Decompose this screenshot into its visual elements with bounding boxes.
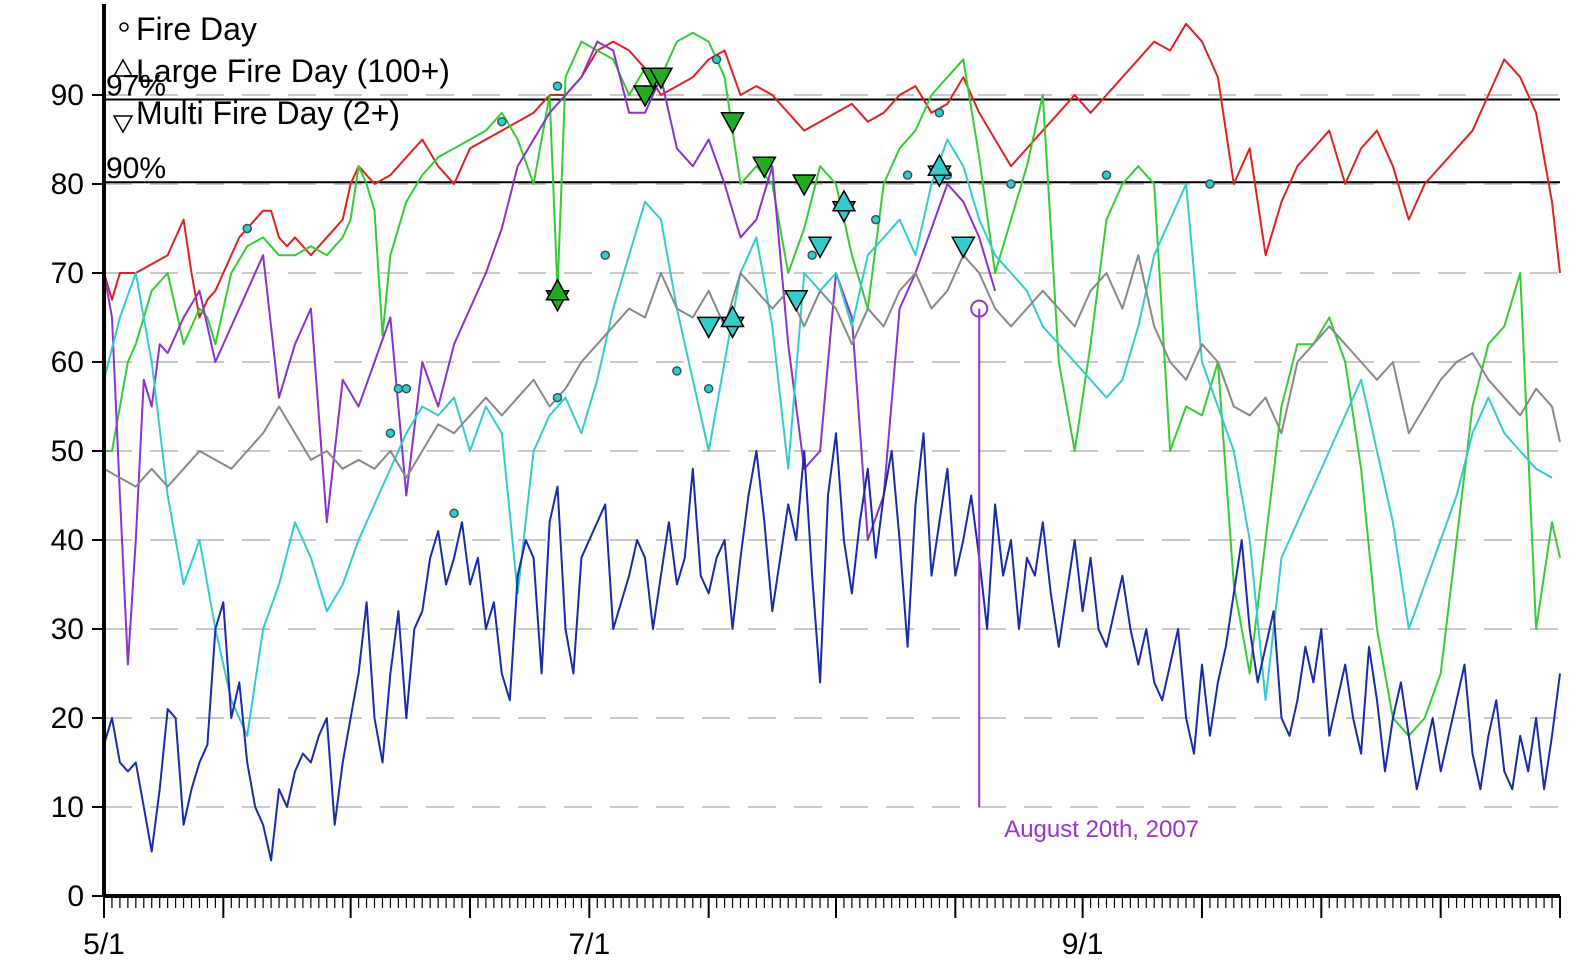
legend-multi-fire-icon	[112, 115, 134, 134]
fire-day-marker	[902, 170, 913, 180]
series-line-3	[103, 138, 1553, 737]
fire-day-marker	[871, 214, 881, 225]
multi-fire-day-marker	[648, 67, 674, 90]
series-line-4	[103, 254, 1561, 488]
fire-day-marker	[552, 81, 563, 91]
y-tick-label: 80	[51, 168, 84, 201]
series-line-1	[104, 31, 1561, 737]
y-tick-label: 20	[51, 702, 84, 735]
annotation-label: August 20th, 2007	[1004, 816, 1199, 843]
fire-day-marker	[393, 383, 404, 394]
multi-fire-day-marker	[951, 236, 976, 259]
y-tick-label: 40	[51, 524, 84, 557]
fire-day-marker	[711, 54, 722, 65]
fire-day-marker	[672, 366, 682, 376]
multi-fire-day-marker	[720, 111, 745, 135]
large-fire-day-marker	[545, 278, 570, 301]
reference-lines: 97% 90%	[104, 69, 1560, 185]
multi-fire-day-marker	[807, 236, 833, 259]
fire-day-marker	[552, 392, 563, 403]
multi-fire-day-marker	[791, 174, 817, 197]
series-line-0	[103, 22, 1561, 319]
legend-fire-day: Fire Day	[136, 11, 257, 47]
fire-day-marker	[449, 508, 459, 519]
y-tick-label: 30	[51, 613, 84, 646]
legend: Fire Day Large Fire Day (100+) Multi Fire …	[112, 11, 450, 134]
legend-large-fire-icon	[112, 58, 134, 77]
fire-day-marker	[807, 250, 817, 260]
fire-day-marker	[600, 250, 610, 260]
grid-lines	[104, 94, 1560, 808]
multi-fire-day-marker	[696, 316, 721, 339]
fire-day-marker	[1006, 179, 1016, 189]
series-line-5	[103, 432, 1561, 862]
fire-day-marker	[401, 383, 412, 394]
fire-day-marker	[1101, 170, 1112, 180]
reference-label-97: 97%	[106, 69, 166, 102]
large-fire-day-marker	[927, 153, 952, 176]
fire-day-marker	[934, 108, 945, 118]
x-tick-label: 7/1	[568, 928, 610, 961]
y-tick-label: 50	[51, 435, 84, 468]
y-tick-label: 60	[51, 346, 84, 379]
reference-label-90: 90%	[106, 152, 166, 185]
x-tick-label: 5/1	[83, 928, 125, 961]
fire-day-marker	[242, 223, 252, 234]
large-fire-day-marker	[831, 189, 857, 212]
y-tick-label: 0	[67, 880, 84, 913]
fire-markers	[242, 54, 1215, 519]
series-lines	[103, 22, 1561, 862]
legend-multi-fire-day: Multi Fire Day (2+)	[136, 95, 400, 131]
y-tick-label: 90	[51, 79, 84, 112]
fire-day-marker	[385, 428, 396, 438]
y-tick-label: 70	[51, 257, 84, 290]
legend-large-fire-day: Large Fire Day (100+)	[136, 53, 450, 89]
axes: 0 10 20 30 40 50 60 70 80 90 5/1 7/1 9/1	[51, 4, 1561, 961]
series-line-2	[103, 40, 997, 666]
annotation-circle	[970, 299, 989, 318]
multi-fire-day-marker	[752, 156, 777, 179]
fire-day-marker	[703, 383, 714, 394]
annotation: August 20th, 2007	[970, 299, 1199, 843]
large-fire-day-marker	[720, 304, 745, 328]
multi-fire-day-marker	[783, 289, 809, 313]
legend-fire-day-icon	[119, 22, 129, 32]
multi-fire-day-marker	[632, 85, 658, 108]
y-tick-label: 10	[51, 791, 84, 824]
fire-day-marker	[1205, 179, 1215, 189]
fire-day-marker	[497, 116, 507, 127]
x-tick-label: 9/1	[1062, 928, 1104, 961]
